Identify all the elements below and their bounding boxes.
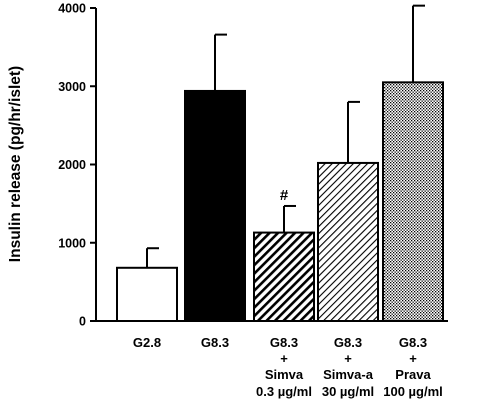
x-category-label: Simva-a xyxy=(323,367,374,382)
y-axis-label: Insulin release (pg/hr/islet) xyxy=(7,66,24,262)
x-category-label: 0.3 µg/ml xyxy=(256,384,312,399)
x-category-label: G2.8 xyxy=(133,335,161,350)
bar xyxy=(382,81,444,323)
x-category-label: + xyxy=(344,351,352,366)
x-category-label: G8.3 xyxy=(334,335,362,350)
x-category-label: + xyxy=(409,351,417,366)
bar xyxy=(184,89,246,322)
x-category-label: G8.3 xyxy=(399,335,427,350)
bar xyxy=(253,231,315,322)
x-category-label: G8.3 xyxy=(201,335,229,350)
x-category-label: + xyxy=(280,351,288,366)
x-category-label: G8.3 xyxy=(270,335,298,350)
x-category-label: Simva xyxy=(265,367,304,382)
y-tick-label: 2000 xyxy=(58,158,86,172)
y-tick-label: 3000 xyxy=(58,80,86,94)
x-category-label: 30 µg/ml xyxy=(322,384,374,399)
bar xyxy=(317,161,379,322)
y-tick-label: 4000 xyxy=(58,2,86,16)
y-tick-label: 0 xyxy=(79,315,86,329)
bar xyxy=(116,266,178,323)
y-tick-label: 1000 xyxy=(58,236,86,250)
x-category-label: Prava xyxy=(395,367,431,382)
significance-mark: # xyxy=(280,187,289,204)
x-category-label: 100 µg/ml xyxy=(383,384,443,399)
